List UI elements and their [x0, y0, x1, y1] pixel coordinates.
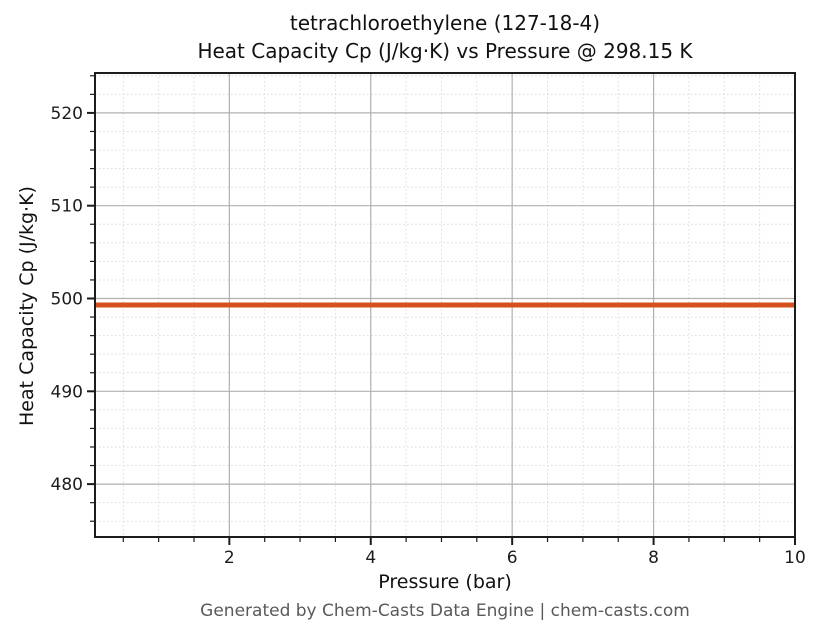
x-tick-label: 6	[507, 548, 518, 568]
chart-title-block: tetrachloroethylene (127-18-4) Heat Capa…	[95, 9, 795, 65]
y-tick-label: 480	[51, 475, 83, 495]
y-tick-label: 520	[51, 104, 83, 124]
y-tick-label: 510	[51, 197, 83, 217]
x-tick-label: 10	[784, 548, 806, 568]
chart-title: tetrachloroethylene (127-18-4)	[289, 11, 601, 35]
x-axis-label: Pressure (bar)	[378, 571, 512, 593]
y-tick-label: 490	[51, 382, 83, 402]
footer-attribution: Generated by Chem-Casts Data Engine | ch…	[200, 601, 690, 621]
plot-spines	[94, 72, 796, 538]
y-tick-label: 500	[51, 290, 83, 310]
y-axis-label: Heat Capacity Cp (J/kg·K)	[16, 186, 38, 426]
x-tick-label: 8	[648, 548, 659, 568]
chart-subtitle: Heat Capacity Cp (J/kg·K) vs Pressure @ …	[197, 39, 693, 63]
x-tick-label: 4	[365, 548, 376, 568]
x-tick-label: 2	[224, 548, 235, 568]
